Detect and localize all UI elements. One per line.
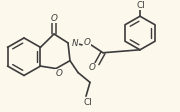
Text: O: O (89, 63, 95, 72)
Text: Cl: Cl (84, 98, 92, 107)
Text: Cl: Cl (137, 1, 145, 10)
Text: N: N (72, 39, 78, 48)
Text: O: O (56, 69, 62, 78)
Text: O: O (84, 38, 90, 47)
Text: O: O (51, 14, 57, 23)
